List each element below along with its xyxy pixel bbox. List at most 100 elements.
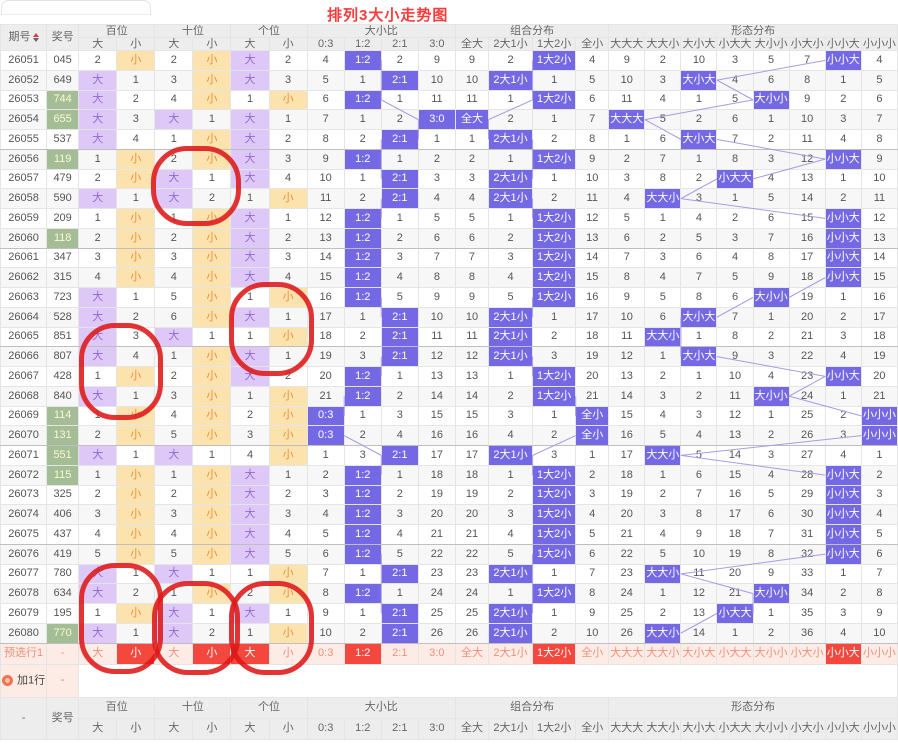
trend-hit-cell: 小大大 xyxy=(716,168,754,190)
value-cell: 1 xyxy=(116,445,156,466)
trend-hit-cell: 小小大 xyxy=(824,247,862,269)
preselect-option-cell[interactable]: 0:3 xyxy=(306,642,345,665)
value-cell: 6 xyxy=(752,208,790,229)
value-cell: 1 xyxy=(824,69,862,91)
value-cell: 3 xyxy=(644,504,682,525)
add-row-button[interactable]: 加1行 xyxy=(0,663,48,698)
preselect-option-cell[interactable]: 小大小 xyxy=(788,642,826,665)
value-cell: 10 xyxy=(454,69,490,91)
value-cell: 小 xyxy=(192,208,232,229)
trend-hit-cell: 0:3 xyxy=(306,425,345,446)
value-cell: 小 xyxy=(116,267,156,288)
period-column-header[interactable]: 期号 xyxy=(0,24,48,51)
value-cell: 大 xyxy=(154,326,194,348)
value-cell: 小 xyxy=(192,50,232,71)
preselect-option-cell[interactable]: 小大大 xyxy=(716,642,754,665)
prize-cell: 114 xyxy=(46,405,80,427)
preselect-option-cell[interactable]: 全小 xyxy=(575,642,610,665)
group-header: 组合分布 xyxy=(454,696,610,719)
value-cell: 18 xyxy=(575,326,610,348)
value-cell: 16 xyxy=(788,227,826,249)
period-cell: 26069 xyxy=(0,405,48,427)
preselect-option-cell[interactable]: 小 xyxy=(268,642,308,665)
value-cell: 15 xyxy=(716,464,754,486)
value-cell: 8 xyxy=(454,267,490,288)
value-cell: 大 xyxy=(230,524,270,545)
preselect-option-cell[interactable]: 大大大 xyxy=(608,642,646,665)
value-cell: 2 xyxy=(752,425,790,446)
preselect-option-cell[interactable]: 2大1小 xyxy=(487,642,534,665)
value-cell: 7 xyxy=(860,563,898,585)
preselect-option-cell[interactable]: 大 xyxy=(230,642,270,665)
preselect-option-cell[interactable]: 大小小 xyxy=(752,642,790,665)
preselect-option-cell[interactable]: 全大 xyxy=(454,642,490,665)
value-cell: 大 xyxy=(230,346,270,367)
group-header: 个位 xyxy=(230,24,308,38)
value-cell: 2 xyxy=(268,484,308,506)
sort-icon[interactable] xyxy=(32,32,39,42)
value-cell: 11 xyxy=(417,326,456,348)
value-cell: 8 xyxy=(417,267,456,288)
value-cell: 4 xyxy=(306,504,345,525)
value-cell: 7 xyxy=(716,129,754,150)
trend-hit-cell: 1:2 xyxy=(343,524,382,545)
value-cell: 1 xyxy=(644,583,682,604)
value-cell: 4 xyxy=(752,168,790,190)
column-header: 小大大 xyxy=(716,37,754,51)
preselect-row-label: 预选行1 xyxy=(0,642,48,665)
value-cell: 1 xyxy=(752,109,790,130)
preselect-option-cell[interactable]: 大 xyxy=(78,642,118,665)
preselect-option-cell[interactable]: 小 xyxy=(116,642,156,665)
group-header: 十位 xyxy=(154,696,232,719)
trend-hit-cell: 1大2小 xyxy=(532,287,577,308)
column-header: 大大大 xyxy=(608,37,646,51)
preselect-option-cell[interactable]: 大大小 xyxy=(644,642,682,665)
value-cell: 小 xyxy=(192,504,232,525)
value-cell: 5 xyxy=(644,287,682,308)
preselect-option-cell[interactable]: 3:0 xyxy=(417,642,456,665)
value-cell: 1 xyxy=(680,89,718,111)
value-cell: 4 xyxy=(268,524,308,545)
value-cell: 13 xyxy=(575,227,610,249)
value-cell: 19 xyxy=(575,346,610,367)
preselect-option-cell[interactable]: 大 xyxy=(154,642,194,665)
value-cell: 3 xyxy=(268,148,308,170)
value-cell: 2 xyxy=(116,583,156,604)
value-cell: 1 xyxy=(532,109,577,130)
value-cell: 31 xyxy=(788,524,826,545)
value-cell: 4 xyxy=(154,267,194,288)
value-cell: 6 xyxy=(608,227,646,249)
preselect-option-cell[interactable]: 1:2 xyxy=(343,642,382,665)
value-cell: 小 xyxy=(268,287,308,308)
value-cell: 小 xyxy=(192,287,232,308)
value-cell: 小 xyxy=(192,69,232,91)
value-cell: 1 xyxy=(343,69,382,91)
value-cell: 5 xyxy=(306,524,345,545)
value-cell: 7 xyxy=(860,109,898,130)
value-cell: 25 xyxy=(788,405,826,427)
preselect-option-cell[interactable]: 小小大 xyxy=(824,642,862,665)
preselect-option-cell[interactable]: 小小小 xyxy=(860,642,898,665)
value-cell: 1 xyxy=(487,583,534,604)
value-cell: 1 xyxy=(644,464,682,486)
browser-tab[interactable] xyxy=(1,0,151,15)
trend-hit-cell: 小小大 xyxy=(824,524,862,545)
value-cell: 9 xyxy=(575,148,610,170)
preselect-option-cell[interactable]: 1大2小 xyxy=(532,642,577,665)
value-cell: 11 xyxy=(608,326,646,348)
trend-hit-cell: 小小大 xyxy=(824,267,862,288)
value-cell: 小 xyxy=(268,405,308,427)
preselect-option-cell[interactable]: 大小大 xyxy=(680,642,718,665)
value-cell: 10 xyxy=(454,306,490,328)
value-cell: 大 xyxy=(78,445,118,466)
value-cell: 2 xyxy=(268,227,308,249)
value-cell: 1 xyxy=(230,89,270,111)
preselect-option-cell[interactable]: 2:1 xyxy=(380,642,419,665)
value-cell: 小 xyxy=(192,148,232,170)
preselect-option-cell[interactable]: 小 xyxy=(192,642,232,665)
value-cell: 11 xyxy=(680,563,718,585)
value-cell: 1 xyxy=(116,287,156,308)
value-cell: 1 xyxy=(116,69,156,91)
value-cell: 小 xyxy=(192,306,232,328)
value-cell: 大 xyxy=(230,504,270,525)
